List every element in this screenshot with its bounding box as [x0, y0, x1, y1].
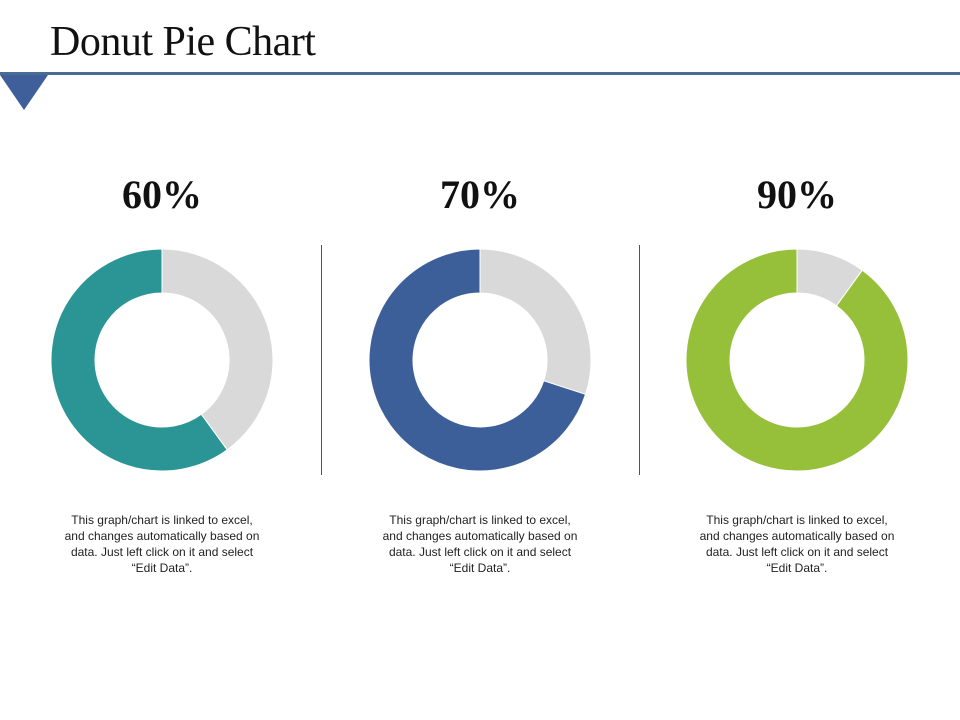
divider-right [639, 245, 640, 475]
donut-panel-3: 90% This graph/chart is linked to excel,… [667, 160, 927, 620]
title-triangle [0, 75, 48, 110]
donut-slice-value [685, 248, 909, 472]
donut-slice-value [50, 248, 228, 472]
title-rule [0, 72, 960, 75]
donut-slice-remainder [161, 248, 274, 451]
donut-slice-remainder [479, 248, 592, 395]
chart-caption: This graph/chart is linked to excel, and… [699, 513, 895, 575]
donut-chart [685, 248, 909, 472]
percent-label: 90% [757, 172, 837, 217]
percent-label: 70% [440, 172, 520, 217]
percent-label: 60% [122, 172, 202, 217]
donut-panel-2: 70% This graph/chart is linked to excel,… [350, 160, 610, 620]
donut-chart [368, 248, 592, 472]
chart-caption: This graph/chart is linked to excel, and… [64, 513, 260, 575]
chart-caption: This graph/chart is linked to excel, and… [382, 513, 578, 575]
donut-slice-value [368, 248, 587, 472]
divider-left [321, 245, 322, 475]
donut-panel-1: 60% This graph/chart is linked to excel,… [32, 160, 292, 620]
donut-slice-remainder [796, 248, 863, 307]
donut-chart [50, 248, 274, 472]
page-title: Donut Pie Chart [50, 19, 316, 65]
